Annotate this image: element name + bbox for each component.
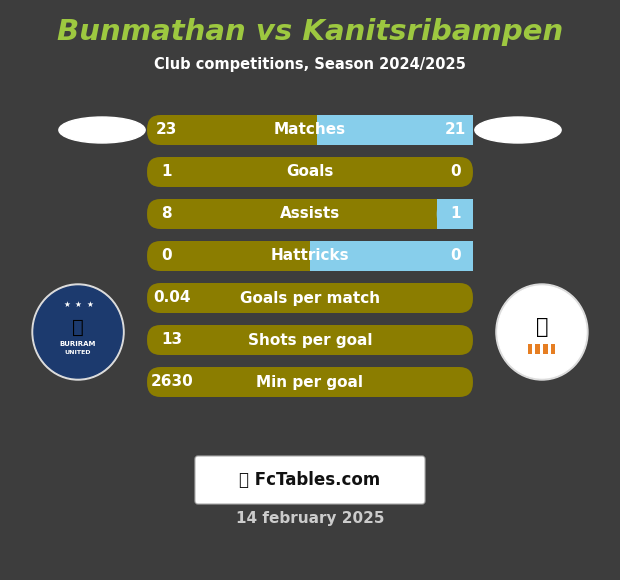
Text: Matches: Matches	[274, 122, 346, 137]
Text: 0: 0	[450, 248, 461, 263]
Text: 21: 21	[445, 122, 466, 137]
Circle shape	[32, 284, 124, 380]
Bar	[436, 199, 473, 229]
Text: Shots per goal: Shots per goal	[248, 332, 372, 347]
FancyBboxPatch shape	[147, 241, 473, 271]
Text: 1: 1	[161, 165, 172, 179]
Bar	[317, 115, 344, 145]
FancyBboxPatch shape	[147, 325, 473, 355]
Text: 2630: 2630	[151, 375, 193, 390]
Ellipse shape	[59, 117, 145, 143]
Bar	[310, 241, 473, 271]
Text: 13: 13	[161, 332, 182, 347]
FancyBboxPatch shape	[436, 199, 473, 229]
Circle shape	[498, 286, 586, 378]
FancyBboxPatch shape	[147, 115, 473, 145]
Text: ★: ★	[63, 299, 70, 309]
Bar	[543, 344, 547, 354]
FancyBboxPatch shape	[147, 283, 473, 313]
Bar	[535, 344, 540, 354]
Text: Goals: Goals	[286, 165, 334, 179]
FancyBboxPatch shape	[317, 115, 473, 145]
Bar	[436, 199, 464, 229]
Bar	[310, 241, 337, 271]
Text: 🏰: 🏰	[72, 317, 84, 336]
Text: Bunmathan vs Kanitsribampen: Bunmathan vs Kanitsribampen	[57, 18, 563, 46]
FancyBboxPatch shape	[310, 241, 473, 271]
Text: 14 february 2025: 14 february 2025	[236, 510, 384, 525]
Text: 📊 FcTables.com: 📊 FcTables.com	[239, 471, 381, 489]
Text: 1: 1	[451, 206, 461, 222]
FancyBboxPatch shape	[147, 157, 473, 187]
Text: BURIRAM: BURIRAM	[60, 341, 96, 347]
Text: Goals per match: Goals per match	[240, 291, 380, 306]
Circle shape	[34, 286, 122, 378]
Bar	[551, 344, 556, 354]
Text: 0.04: 0.04	[153, 291, 191, 306]
Text: ★: ★	[86, 299, 93, 309]
FancyBboxPatch shape	[147, 199, 473, 229]
Text: 0: 0	[161, 248, 172, 263]
FancyBboxPatch shape	[195, 456, 425, 504]
Text: Assists: Assists	[280, 206, 340, 222]
Ellipse shape	[475, 117, 561, 143]
Text: 23: 23	[156, 122, 177, 137]
Text: 8: 8	[161, 206, 172, 222]
Text: Club competitions, Season 2024/2025: Club competitions, Season 2024/2025	[154, 57, 466, 72]
FancyBboxPatch shape	[147, 367, 473, 397]
Text: Hattricks: Hattricks	[271, 248, 349, 263]
Text: ★: ★	[74, 299, 81, 309]
Bar	[317, 115, 473, 145]
Circle shape	[496, 284, 588, 380]
Text: UNITED: UNITED	[65, 350, 91, 354]
Text: 🐴: 🐴	[536, 317, 548, 337]
Bar	[528, 344, 533, 354]
Text: Min per goal: Min per goal	[257, 375, 363, 390]
Text: 0: 0	[450, 165, 461, 179]
